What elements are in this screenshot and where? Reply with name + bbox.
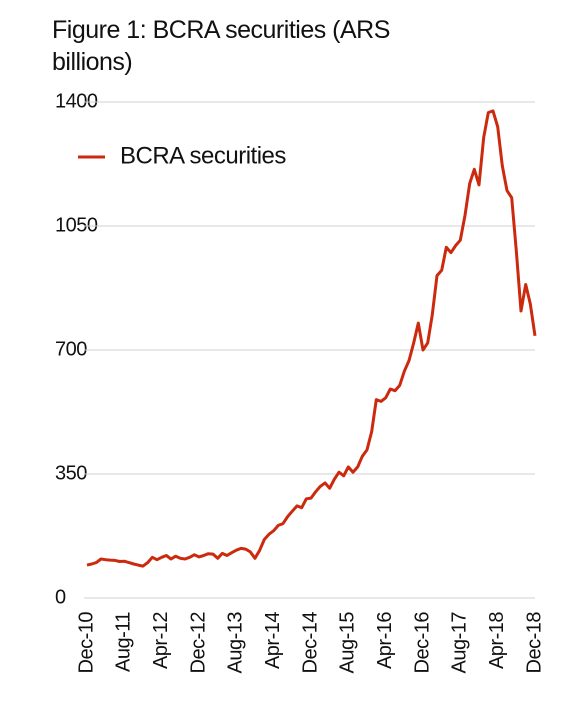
y-tick-label: 700 (55, 338, 87, 360)
x-tick-label: Apr-12 (150, 612, 172, 669)
x-tick-label: Dec-14 (299, 612, 321, 674)
chart-title: Figure 1: BCRA securities (ARS billions) (52, 16, 390, 76)
x-tick-label: Apr-16 (374, 612, 396, 669)
x-tick-label: Aug-13 (225, 612, 247, 674)
y-tick-label: 350 (55, 462, 87, 484)
x-tick-label: Aug-17 (449, 612, 471, 674)
data-line (86, 109, 537, 568)
y-tick-label: 0 (55, 586, 66, 608)
x-tick-label: Apr-14 (262, 612, 284, 669)
x-tick-label: Dec-16 (411, 612, 433, 674)
x-tick-label: Dec-12 (187, 612, 209, 674)
x-tick-label: Dec-18 (523, 612, 545, 674)
x-tick-label: Aug-15 (337, 612, 359, 674)
y-tick-label: 1050 (55, 214, 98, 236)
y-tick-label: 1400 (55, 90, 98, 112)
x-tick-label: Aug-11 (113, 612, 135, 672)
x-tick-label: Dec-10 (75, 612, 97, 674)
legend-label: BCRA securities (120, 142, 286, 169)
x-tick-label: Apr-18 (486, 612, 508, 669)
